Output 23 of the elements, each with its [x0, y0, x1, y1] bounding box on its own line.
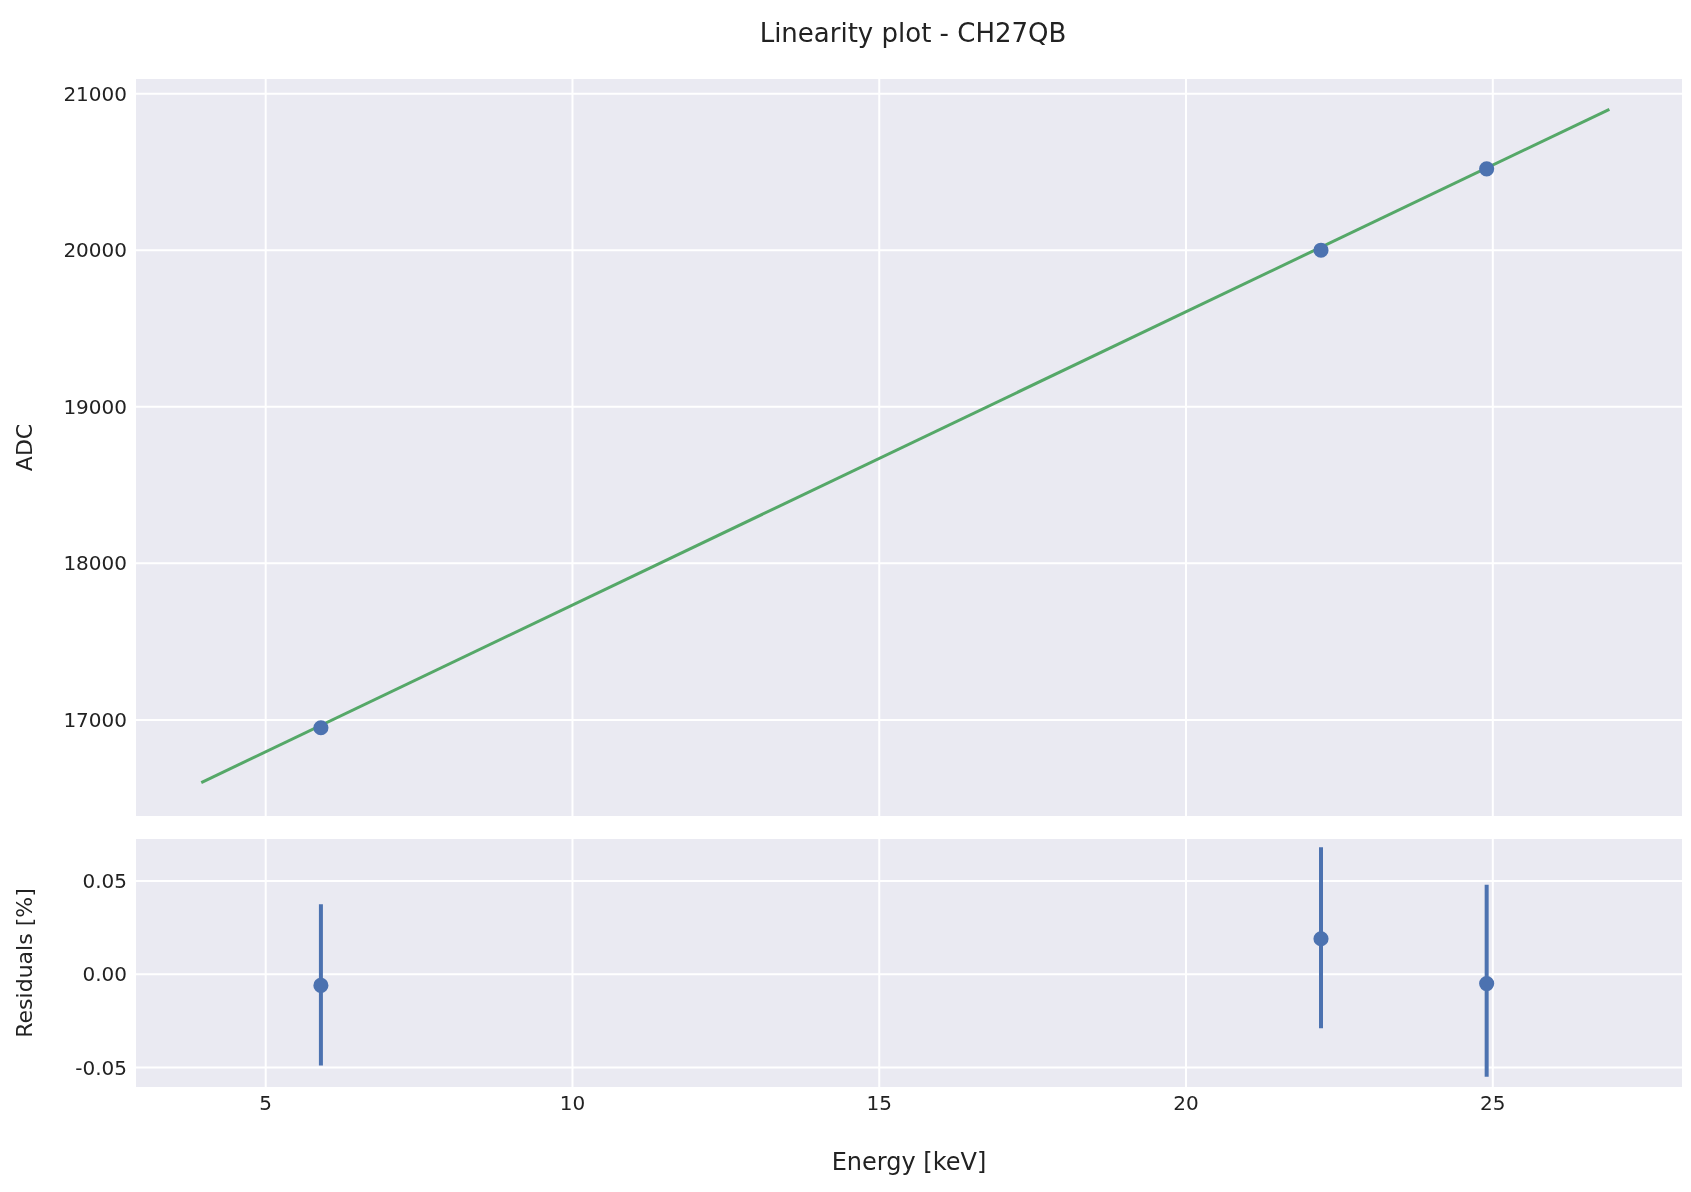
- point: [1479, 161, 1495, 177]
- point: [1313, 242, 1329, 258]
- y-tick-label: 17000: [63, 708, 127, 733]
- y-tick-label: 19000: [63, 394, 127, 419]
- x-tick-label: 20: [1173, 1091, 1199, 1116]
- y-axis-title: Residuals [%]: [11, 888, 37, 1038]
- y-tick-label: 21000: [63, 81, 127, 106]
- point: [313, 720, 329, 736]
- y-tick-label: 0.00: [82, 962, 127, 987]
- x-tick-label: 15: [866, 1091, 892, 1116]
- x-axis-title: Energy [keV]: [831, 1148, 987, 1176]
- y-tick-label: 0.05: [82, 869, 127, 894]
- point: [1313, 931, 1329, 947]
- x-tick-label: 25: [1480, 1091, 1506, 1116]
- y-tick-label: -0.05: [75, 1055, 127, 1080]
- point: [1479, 975, 1495, 992]
- x-tick-label: 10: [559, 1091, 586, 1116]
- y-tick-label: 20000: [63, 238, 127, 263]
- chart-title: Linearity plot - CH27QB: [758, 17, 1068, 50]
- y-tick-label: 18000: [63, 551, 127, 576]
- point: [313, 977, 329, 993]
- y-axis-title: ADC: [11, 423, 37, 472]
- x-tick-label: 5: [259, 1091, 273, 1116]
